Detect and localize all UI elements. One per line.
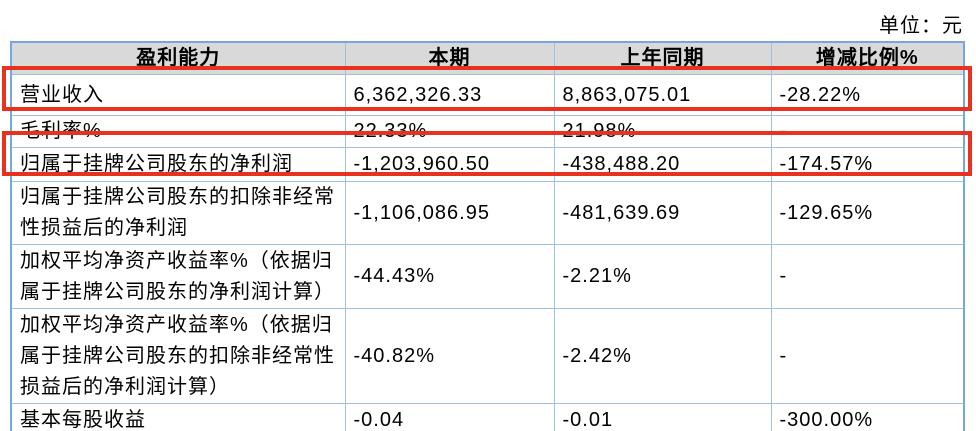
row-label: 归属于挂牌公司股东的净利润 (10, 147, 346, 182)
cell-current: -0.04 (344, 403, 555, 431)
table-row-basic-eps: 基本每股收益 -0.04 -0.01 -300.00% (10, 403, 965, 431)
cell-change: -174.57% (770, 147, 965, 182)
row-label: 加权平均净资产收益率%（依据归属于挂牌公司股东的净利润计算） (10, 244, 346, 309)
cell-prior: -2.21% (553, 244, 772, 309)
cell-change: -129.65% (770, 181, 965, 245)
cell-current: -44.43% (344, 244, 555, 309)
table-row-gross-margin: 毛利率% 22.33% 21.98% - (10, 115, 965, 148)
header-current-period: 本期 (344, 41, 555, 75)
table-row-revenue: 营业收入 6,362,326.33 8,863,075.01 -28.22% (10, 74, 965, 116)
cell-change: -300.00% (770, 403, 965, 431)
cell-prior: 8,863,075.01 (553, 74, 772, 116)
table-header-row: 盈利能力 本期 上年同期 增减比例% (10, 41, 965, 75)
table-row-weighted-roe: 加权平均净资产收益率%（依据归属于挂牌公司股东的净利润计算） -44.43% -… (10, 244, 965, 309)
cell-current: -1,203,960.50 (344, 147, 555, 182)
table-row-weighted-roe-excl-nonrecurring: 加权平均净资产收益率%（依据归属于挂牌公司股东的扣除非经常性损益后的净利润计算）… (10, 308, 965, 404)
unit-label: 单位：元 (879, 15, 963, 37)
cell-change: - (770, 308, 965, 404)
row-label: 毛利率% (10, 115, 346, 148)
cell-change: -28.22% (770, 74, 965, 116)
row-label: 营业收入 (10, 74, 346, 116)
table-row-net-profit-excl-nonrecurring: 归属于挂牌公司股东的扣除非经常性损益后的净利润 -1,106,086.95 -4… (10, 181, 965, 245)
cell-current: 22.33% (344, 115, 555, 148)
cell-prior: -2.42% (553, 308, 772, 404)
cell-current: -1,106,086.95 (344, 181, 555, 245)
table-row-net-profit: 归属于挂牌公司股东的净利润 -1,203,960.50 -438,488.20 … (10, 147, 965, 182)
cell-current: 6,362,326.33 (344, 74, 555, 116)
row-label: 归属于挂牌公司股东的扣除非经常性损益后的净利润 (10, 181, 346, 245)
cell-prior: -481,639.69 (553, 181, 772, 245)
cell-prior: -0.01 (553, 403, 772, 431)
header-prior-period: 上年同期 (553, 41, 772, 75)
header-metric: 盈利能力 (10, 41, 346, 75)
row-label: 基本每股收益 (10, 403, 346, 431)
cell-prior: 21.98% (553, 115, 772, 148)
cell-current: -40.82% (344, 308, 555, 404)
cell-change: - (770, 244, 965, 309)
header-change-ratio: 增减比例% (770, 41, 965, 75)
row-label: 加权平均净资产收益率%（依据归属于挂牌公司股东的扣除非经常性损益后的净利润计算） (10, 308, 346, 404)
cell-prior: -438,488.20 (553, 147, 772, 182)
cell-change: - (770, 115, 965, 148)
profitability-table: 盈利能力 本期 上年同期 增减比例% 营业收入 6,362,326.33 8,8… (10, 41, 965, 431)
